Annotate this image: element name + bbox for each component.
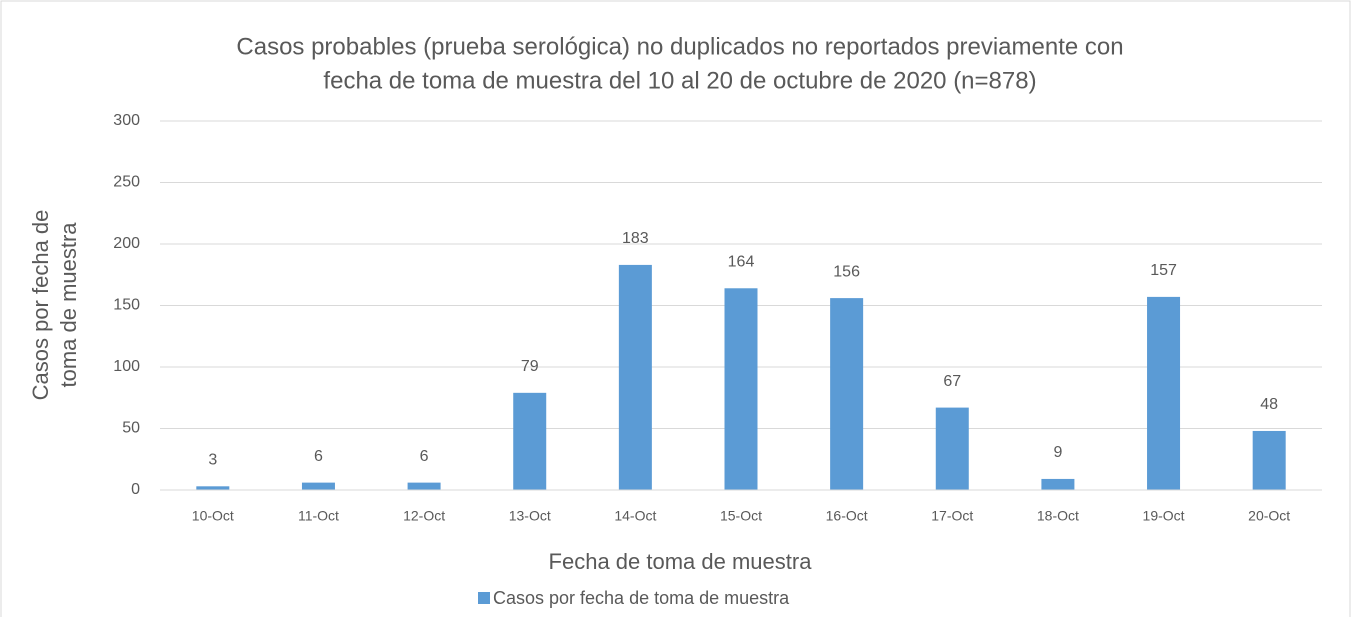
bar xyxy=(513,392,547,490)
y-axis-title: Casos por fecha de xyxy=(28,210,53,401)
chart-title: Casos probables (prueba serológica) no d… xyxy=(236,33,1123,60)
x-tick-label: 15-Oct xyxy=(720,508,762,524)
data-label: 9 xyxy=(1053,444,1062,461)
x-tick-label: 14-Oct xyxy=(614,508,656,524)
x-tick-label: 16-Oct xyxy=(826,508,868,524)
x-tick-label: 20-Oct xyxy=(1248,508,1290,524)
data-label: 67 xyxy=(943,373,961,390)
data-label: 79 xyxy=(521,358,539,375)
y-tick-label: 200 xyxy=(113,235,140,252)
data-label: 156 xyxy=(833,263,860,280)
x-tick-label: 13-Oct xyxy=(509,508,551,524)
y-tick-label: 0 xyxy=(131,481,140,498)
bar xyxy=(196,486,230,490)
data-label: 157 xyxy=(1150,262,1177,279)
bar xyxy=(407,482,441,490)
bar xyxy=(301,482,335,490)
x-tick-label: 12-Oct xyxy=(403,508,445,524)
data-label: 48 xyxy=(1260,396,1278,413)
data-label: 6 xyxy=(314,448,323,465)
bar xyxy=(618,264,652,490)
y-axis-title: toma de muestra xyxy=(56,222,81,388)
bar xyxy=(724,288,758,490)
y-tick-label: 50 xyxy=(122,420,140,437)
data-label: 183 xyxy=(622,230,649,247)
x-tick-label: 18-Oct xyxy=(1037,508,1079,524)
y-tick-label: 300 xyxy=(113,112,140,129)
y-tick-label: 150 xyxy=(113,297,140,314)
bar xyxy=(935,407,969,490)
x-tick-label: 19-Oct xyxy=(1143,508,1185,524)
y-tick-label: 250 xyxy=(113,174,140,191)
data-label: 6 xyxy=(420,448,429,465)
legend-label: Casos por fecha de toma de muestra xyxy=(493,588,790,608)
x-tick-label: 11-Oct xyxy=(298,508,339,524)
data-label: 3 xyxy=(208,452,217,469)
legend-swatch xyxy=(478,592,490,604)
chart-title: fecha de toma de muestra del 10 al 20 de… xyxy=(323,67,1036,94)
data-label: 164 xyxy=(728,253,755,270)
x-axis-title: Fecha de toma de muestra xyxy=(549,549,813,574)
bar xyxy=(1041,478,1075,490)
x-tick-label: 17-Oct xyxy=(931,508,973,524)
bar xyxy=(830,298,864,490)
bar xyxy=(1147,296,1181,490)
y-tick-label: 100 xyxy=(113,358,140,375)
bar xyxy=(1252,430,1286,490)
x-tick-label: 10-Oct xyxy=(192,508,234,524)
